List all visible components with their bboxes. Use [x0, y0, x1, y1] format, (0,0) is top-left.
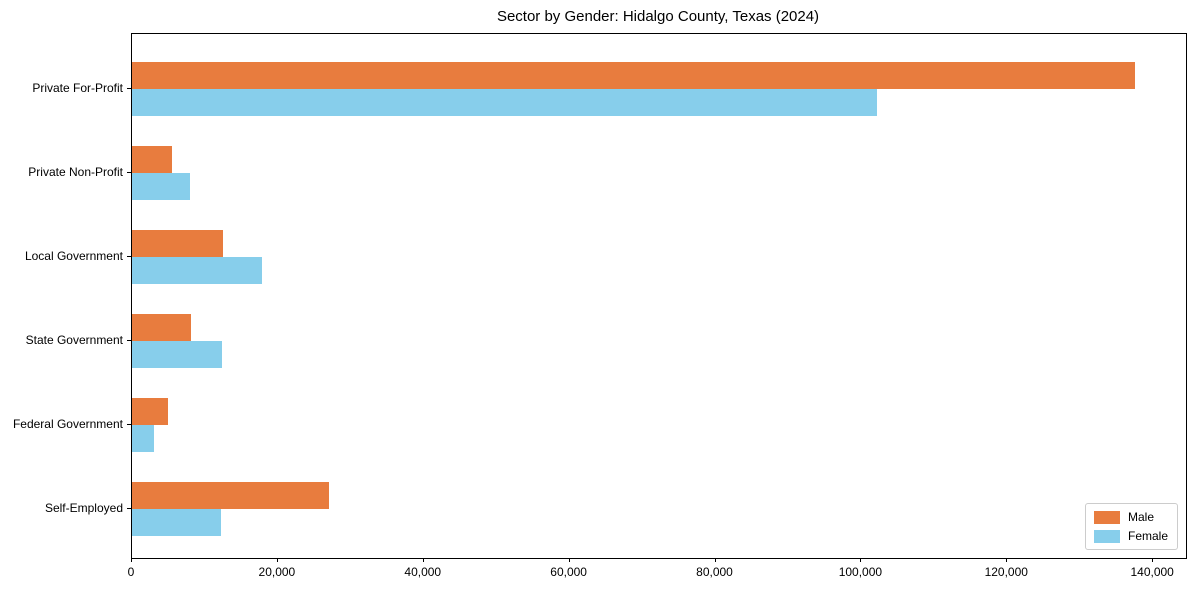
x-tick-mark-7 [1152, 558, 1154, 562]
bar-female-2 [132, 257, 262, 284]
bar-male-4 [132, 398, 168, 425]
x-tick-label-0: 0 [127, 565, 135, 579]
x-tick-label-2: 40,000 [404, 565, 442, 579]
bar-male-5 [132, 482, 329, 509]
y-tick-mark-2 [127, 256, 131, 257]
legend: Male Female [1084, 503, 1178, 550]
y-tick-mark-4 [127, 424, 131, 425]
y-tick-mark-0 [127, 88, 131, 89]
plot-area: Male Female [131, 33, 1187, 559]
x-tick-mark-3 [568, 558, 570, 562]
y-tick-label-5: Self-Employed [44, 501, 123, 515]
x-tick-label-5: 100,000 [838, 565, 883, 579]
bar-female-0 [132, 89, 878, 116]
x-tick-mark-4 [714, 558, 716, 562]
y-tick-label-2: Local Government [24, 249, 123, 263]
legend-swatch-female-icon [1093, 529, 1120, 543]
y-tick-mark-5 [127, 508, 131, 509]
y-tick-label-0: Private For-Profit [32, 81, 123, 95]
x-tick-label-3: 60,000 [550, 565, 587, 579]
bar-female-4 [132, 425, 154, 452]
legend-item-male: Male [1093, 510, 1168, 524]
x-tick-mark-0 [131, 558, 132, 562]
bar-male-0 [132, 62, 1135, 89]
y-tick-mark-3 [127, 340, 131, 341]
x-tick-mark-6 [1006, 558, 1008, 562]
y-tick-label-3: State Government [25, 333, 123, 347]
bar-male-1 [132, 146, 173, 173]
legend-swatch-male-icon [1093, 510, 1120, 524]
x-tick-mark-1 [276, 558, 278, 562]
bar-female-5 [132, 509, 221, 536]
chart-title: Sector by Gender: Hidalgo County, Texas … [496, 8, 820, 25]
y-tick-mark-1 [127, 172, 131, 173]
x-tick-mark-2 [422, 558, 424, 562]
y-tick-label-1: Private Non-Profit [28, 165, 123, 179]
x-tick-mark-5 [860, 558, 862, 562]
legend-label-male: Male [1127, 510, 1154, 524]
bar-male-2 [132, 230, 224, 257]
x-tick-label-6: 120,000 [984, 565, 1028, 579]
bar-female-1 [132, 173, 191, 200]
y-tick-label-4: Federal Government [12, 417, 123, 431]
x-tick-label-1: 20,000 [258, 565, 296, 579]
x-tick-label-4: 80,000 [696, 565, 733, 579]
legend-item-female: Female [1093, 529, 1168, 543]
bar-female-3 [132, 341, 222, 368]
legend-label-female: Female [1127, 529, 1168, 543]
x-tick-label-7: 140,000 [1130, 565, 1174, 579]
bar-male-3 [132, 314, 192, 341]
